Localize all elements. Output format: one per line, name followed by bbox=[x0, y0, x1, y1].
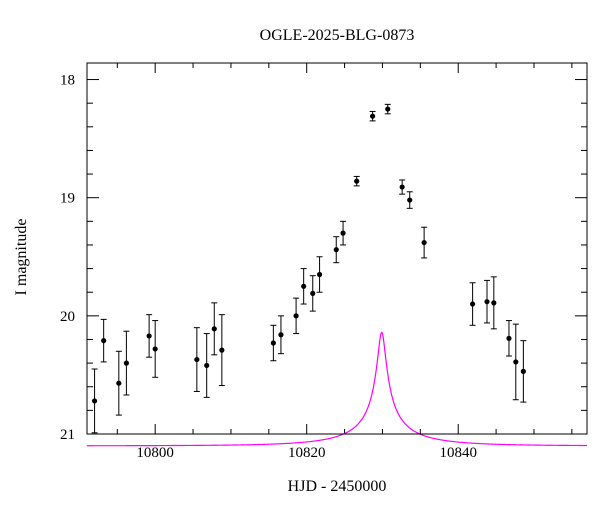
data-point bbox=[309, 275, 316, 312]
data-point bbox=[193, 327, 200, 392]
data-point bbox=[369, 110, 376, 122]
y-tick-label: 18 bbox=[60, 73, 75, 89]
data-point bbox=[91, 368, 98, 434]
data-point bbox=[218, 314, 225, 387]
data-marker bbox=[316, 271, 323, 278]
data-point bbox=[300, 268, 307, 305]
data-point bbox=[406, 191, 413, 209]
data-marker bbox=[354, 178, 360, 184]
data-point bbox=[353, 175, 360, 187]
data-point bbox=[512, 323, 519, 401]
x-tick-label: 10840 bbox=[439, 445, 477, 461]
y-tick-label: 19 bbox=[60, 191, 75, 207]
data-marker bbox=[301, 283, 307, 289]
data-marker bbox=[101, 338, 107, 344]
data-point bbox=[293, 297, 300, 335]
data-marker bbox=[293, 313, 299, 319]
data-point bbox=[100, 318, 107, 363]
data-point bbox=[316, 256, 323, 293]
data-marker bbox=[310, 290, 316, 296]
data-marker bbox=[340, 230, 346, 236]
data-marker bbox=[204, 362, 210, 369]
data-marker bbox=[385, 106, 391, 112]
data-marker bbox=[123, 360, 129, 366]
data-point bbox=[203, 333, 210, 398]
data-marker bbox=[278, 332, 284, 338]
y-axis-label: I magnitude bbox=[13, 219, 30, 296]
tick-labels: 10800 10820 10840 18 19 20 21 bbox=[60, 73, 477, 461]
data-point bbox=[115, 350, 122, 416]
data-point bbox=[333, 236, 340, 264]
data-marker bbox=[270, 340, 276, 346]
data-point bbox=[469, 282, 476, 326]
data-marker bbox=[211, 326, 217, 332]
x-tick-label: 10800 bbox=[136, 445, 174, 461]
data-point bbox=[490, 276, 497, 330]
chart-title: OGLE-2025-BLG-0873 bbox=[260, 27, 415, 44]
data-point bbox=[505, 320, 512, 357]
data-marker bbox=[219, 347, 225, 353]
data-point bbox=[123, 330, 130, 396]
data-marker bbox=[513, 359, 519, 365]
data-point bbox=[399, 179, 406, 195]
data-point bbox=[484, 279, 490, 324]
data-points bbox=[91, 103, 527, 434]
data-marker bbox=[506, 335, 512, 341]
data-marker bbox=[484, 299, 490, 305]
data-marker bbox=[91, 398, 98, 404]
axis-ticks bbox=[87, 63, 587, 435]
data-marker bbox=[520, 368, 526, 374]
data-point bbox=[270, 324, 277, 362]
data-point bbox=[384, 103, 391, 115]
data-marker bbox=[407, 197, 413, 203]
x-axis-label: HJD - 2450000 bbox=[288, 478, 387, 495]
data-marker bbox=[146, 333, 152, 339]
data-marker bbox=[491, 300, 497, 306]
data-point bbox=[277, 315, 284, 355]
data-marker bbox=[333, 247, 339, 253]
data-point bbox=[340, 220, 347, 246]
data-point bbox=[421, 226, 428, 259]
data-point bbox=[211, 302, 218, 356]
data-point bbox=[152, 320, 159, 378]
y-tick-label: 20 bbox=[60, 309, 75, 325]
data-marker bbox=[152, 346, 158, 352]
data-marker bbox=[470, 301, 476, 307]
x-tick-label: 10820 bbox=[288, 445, 326, 461]
model-curve bbox=[87, 331, 587, 447]
data-marker bbox=[370, 113, 376, 119]
plot-frame bbox=[86, 62, 588, 435]
data-point bbox=[146, 314, 153, 358]
data-marker bbox=[399, 184, 405, 190]
y-tick-label: 21 bbox=[60, 427, 75, 443]
data-point bbox=[520, 340, 527, 403]
data-marker bbox=[194, 356, 200, 363]
data-marker bbox=[116, 380, 122, 386]
data-marker bbox=[421, 239, 427, 246]
